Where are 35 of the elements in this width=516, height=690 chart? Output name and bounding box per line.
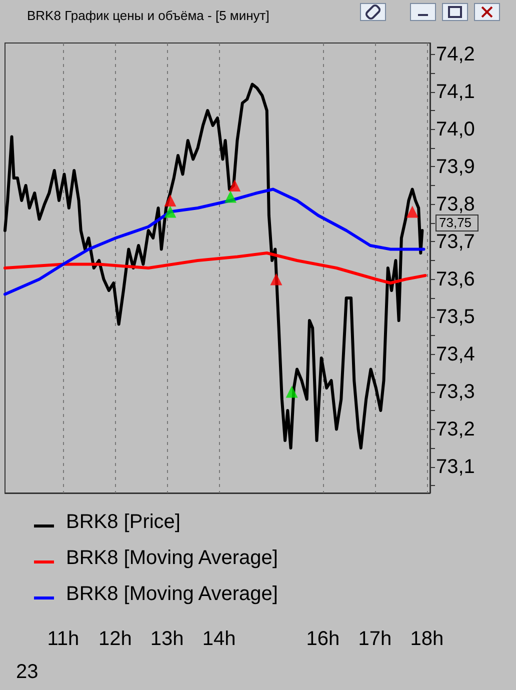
point bbox=[286, 386, 298, 398]
point bbox=[228, 180, 241, 192]
x-tick-label: 16h bbox=[306, 628, 340, 650]
point bbox=[224, 190, 236, 203]
y-tick-label: 73,9 bbox=[436, 156, 475, 178]
y-tick-label: 74,0 bbox=[436, 118, 475, 140]
x-tick-label: 11h bbox=[47, 628, 80, 650]
y-tick-label: 73,3 bbox=[436, 380, 475, 403]
point bbox=[406, 206, 418, 218]
y-tick-label: 73,2 bbox=[436, 418, 475, 440]
point bbox=[164, 194, 176, 206]
y-tick-label: 73,8 bbox=[436, 193, 475, 216]
chart-title: BRK8 График цены и объёма - [5 минут] bbox=[27, 8, 270, 23]
text: 73,75 bbox=[439, 215, 472, 230]
legend-label: BRK8 [Moving Average] bbox=[66, 547, 278, 569]
y-tick-label: 73,5 bbox=[436, 306, 475, 328]
legend-label: BRK8 [Moving Average] bbox=[66, 583, 278, 605]
line-series bbox=[4, 188, 426, 296]
y-tick-label: 74,2 bbox=[436, 43, 475, 66]
point bbox=[270, 273, 282, 286]
text: 23 bbox=[16, 661, 38, 683]
x-tick-label: 13h bbox=[150, 628, 184, 650]
y-tick-label: 74,1 bbox=[436, 80, 475, 103]
line-series bbox=[4, 252, 427, 284]
x-tick-label: 12h bbox=[98, 628, 132, 650]
line-series bbox=[4, 82, 424, 450]
y-tick-label: 73,7 bbox=[436, 230, 475, 253]
point bbox=[164, 206, 176, 218]
x-tick-label: 14h bbox=[202, 628, 236, 650]
y-tick-label: 73,1 bbox=[436, 456, 475, 478]
y-tick-label: 73,4 bbox=[436, 343, 475, 366]
x-tick-label: 17h bbox=[358, 628, 392, 650]
legend-label: BRK8 [Price] bbox=[66, 511, 180, 533]
y-tick-label: 73,6 bbox=[436, 268, 475, 290]
x-tick-label: 18h bbox=[410, 628, 444, 650]
